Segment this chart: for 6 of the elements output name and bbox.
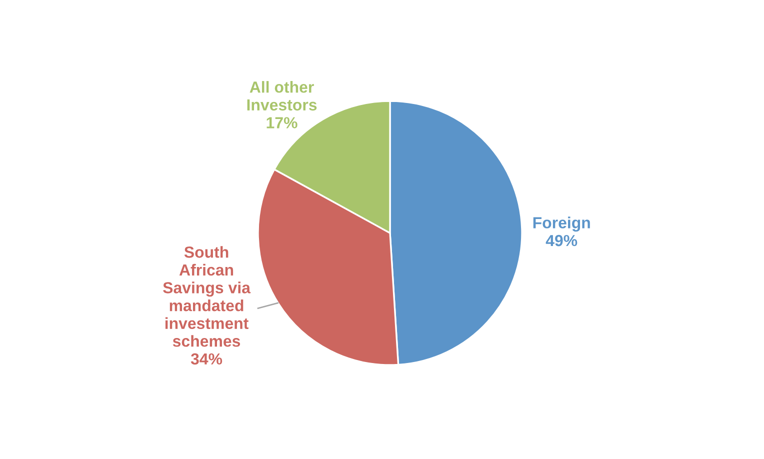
slice-label: Foreign <box>533 216 590 232</box>
data-label: 49% <box>546 234 578 246</box>
data-label: 34% <box>190 353 222 365</box>
slice-label: South African Savings via mandated investment schemes <box>163 246 251 347</box>
slice-label: All other Investors <box>247 81 317 111</box>
data-label: 17% <box>266 117 298 128</box>
